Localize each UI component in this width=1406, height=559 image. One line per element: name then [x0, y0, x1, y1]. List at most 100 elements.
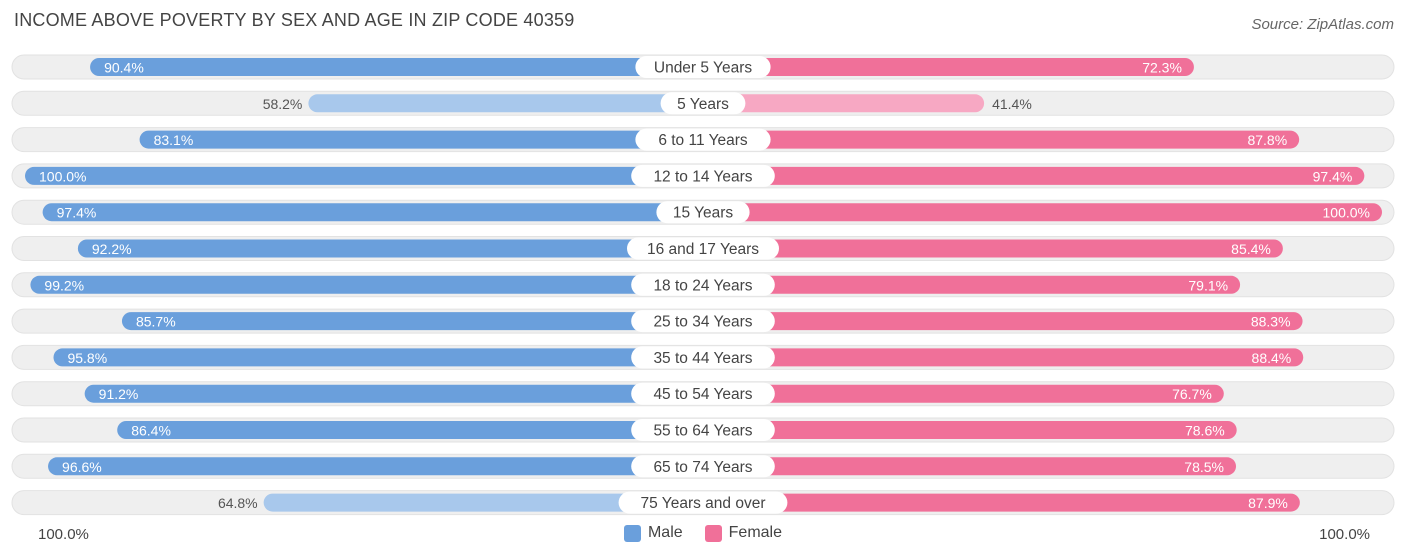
- legend-item-male[interactable]: Male: [623, 524, 683, 542]
- category-label: Under 5 Years: [654, 60, 752, 77]
- bar-female[interactable]: [703, 166, 1365, 185]
- bar-female[interactable]: [703, 421, 1237, 439]
- bar-female[interactable]: [703, 94, 985, 113]
- category-pill: [635, 128, 771, 151]
- value-label-male: 85.7%: [136, 314, 176, 330]
- category-label: 25 to 34 Years: [653, 314, 752, 331]
- category-pill: [631, 346, 775, 369]
- bar-male[interactable]: [263, 493, 703, 512]
- category-label: 5 Years: [677, 96, 729, 113]
- category-pill: [627, 237, 779, 260]
- bar-male[interactable]: [25, 166, 703, 185]
- chart-row: 86.4% 78.6% 55 to 64 Years: [11, 417, 1395, 443]
- bar-female[interactable]: [703, 275, 1241, 294]
- category-label: 55 to 64 Years: [653, 423, 752, 440]
- category-label: 45 to 54 Years: [653, 386, 752, 403]
- category-pill: [660, 92, 746, 115]
- value-label-female: 88.3%: [1251, 314, 1291, 330]
- category-pill: [631, 419, 775, 441]
- category-pill: [631, 382, 775, 405]
- bar-female[interactable]: [703, 312, 1303, 331]
- chart-row: 58.2% 41.4% 5 Years: [11, 90, 1395, 116]
- value-label-male: 90.4%: [104, 60, 144, 76]
- bar-male[interactable]: [48, 457, 703, 476]
- value-label-male: 86.4%: [131, 423, 171, 439]
- bar-male[interactable]: [139, 130, 703, 149]
- value-label-male: 100.0%: [39, 168, 86, 184]
- value-label-male: 58.2%: [263, 96, 303, 112]
- category-label: 16 and 17 Years: [647, 241, 759, 258]
- category-pill: [656, 201, 750, 224]
- category-pill: [631, 164, 775, 187]
- value-label-female: 97.4%: [1313, 168, 1353, 184]
- value-label-female: 78.6%: [1185, 423, 1225, 439]
- chart-row: 91.2% 76.7% 45 to 54 Years: [11, 381, 1395, 407]
- category-pill: [631, 273, 775, 296]
- chart-row: 83.1% 87.8% 6 to 11 Years: [11, 127, 1395, 153]
- bar-female[interactable]: [703, 384, 1224, 403]
- category-label: 75 Years and over: [641, 495, 766, 512]
- category-pill: [618, 491, 788, 514]
- bar-male[interactable]: [90, 58, 703, 76]
- bar-male[interactable]: [117, 421, 703, 439]
- bar-male[interactable]: [121, 312, 704, 331]
- value-label-female: 87.9%: [1248, 495, 1288, 511]
- bar-female[interactable]: [703, 130, 1300, 149]
- category-label: 15 Years: [673, 205, 734, 222]
- value-label-male: 83.1%: [154, 132, 194, 148]
- category-pill: [635, 56, 771, 78]
- chart-row: 85.7% 88.3% 25 to 34 Years: [11, 308, 1395, 334]
- chart-row: 97.4% 100.0% 15 Years: [11, 199, 1395, 225]
- value-label-female: 85.4%: [1231, 241, 1271, 257]
- legend-label-male: Male: [647, 524, 683, 541]
- value-label-male: 96.6%: [62, 459, 102, 475]
- legend-swatch-male: [623, 524, 641, 542]
- chart-row: 99.2% 79.1% 18 to 24 Years: [11, 272, 1395, 298]
- value-label-female: 76.7%: [1172, 386, 1212, 402]
- category-pill: [631, 455, 775, 478]
- value-label-male: 97.4%: [57, 205, 97, 221]
- chart-row: 95.8% 88.4% 35 to 44 Years: [11, 344, 1395, 370]
- value-label-male: 64.8%: [218, 495, 258, 511]
- value-label-male: 92.2%: [92, 241, 132, 257]
- legend-item-female[interactable]: Female: [704, 524, 783, 542]
- bar-female[interactable]: [703, 348, 1304, 367]
- axis-right-label: 100.0%: [1319, 526, 1370, 543]
- source-label: Source: ZipAtlas.com: [1251, 16, 1394, 33]
- bar-female[interactable]: [703, 239, 1283, 258]
- legend-swatch-female: [704, 524, 722, 542]
- bar-male[interactable]: [30, 275, 703, 294]
- value-label-female: 41.4%: [992, 96, 1032, 112]
- value-label-female: 100.0%: [1323, 205, 1370, 221]
- category-pill: [631, 310, 775, 333]
- legend-label-female: Female: [728, 524, 783, 541]
- value-label-male: 95.8%: [67, 350, 107, 366]
- chart-row: 90.4% 72.3% Under 5 Years: [11, 54, 1395, 80]
- bar-female[interactable]: [703, 457, 1237, 476]
- bar-male[interactable]: [308, 94, 703, 113]
- category-label: 6 to 11 Years: [658, 132, 748, 149]
- category-label: 18 to 24 Years: [653, 277, 752, 294]
- chart-row: 92.2% 85.4% 16 and 17 Years: [11, 236, 1395, 261]
- value-label-male: 91.2%: [99, 386, 139, 402]
- value-label-female: 88.4%: [1252, 350, 1292, 366]
- value-label-female: 87.8%: [1247, 132, 1287, 148]
- chart-row: 64.8% 87.9% 75 Years and over: [11, 490, 1395, 516]
- value-label-female: 72.3%: [1142, 60, 1182, 76]
- value-label-female: 78.5%: [1184, 459, 1224, 475]
- chart-row: 100.0% 97.4% 12 to 14 Years: [11, 163, 1395, 189]
- bar-male[interactable]: [53, 348, 703, 367]
- bar-male[interactable]: [77, 239, 703, 258]
- bar-female[interactable]: [703, 493, 1300, 512]
- bar-female[interactable]: [703, 58, 1194, 76]
- bar-male[interactable]: [42, 203, 704, 222]
- category-label: 35 to 44 Years: [653, 350, 752, 367]
- chart-row: 96.6% 78.5% 65 to 74 Years: [11, 453, 1395, 479]
- bar-male[interactable]: [84, 384, 703, 403]
- category-label: 12 to 14 Years: [653, 168, 752, 185]
- value-label-female: 79.1%: [1188, 277, 1228, 293]
- value-label-male: 99.2%: [44, 277, 84, 293]
- bar-female[interactable]: [703, 203, 1382, 222]
- axis-left-label: 100.0%: [38, 526, 89, 543]
